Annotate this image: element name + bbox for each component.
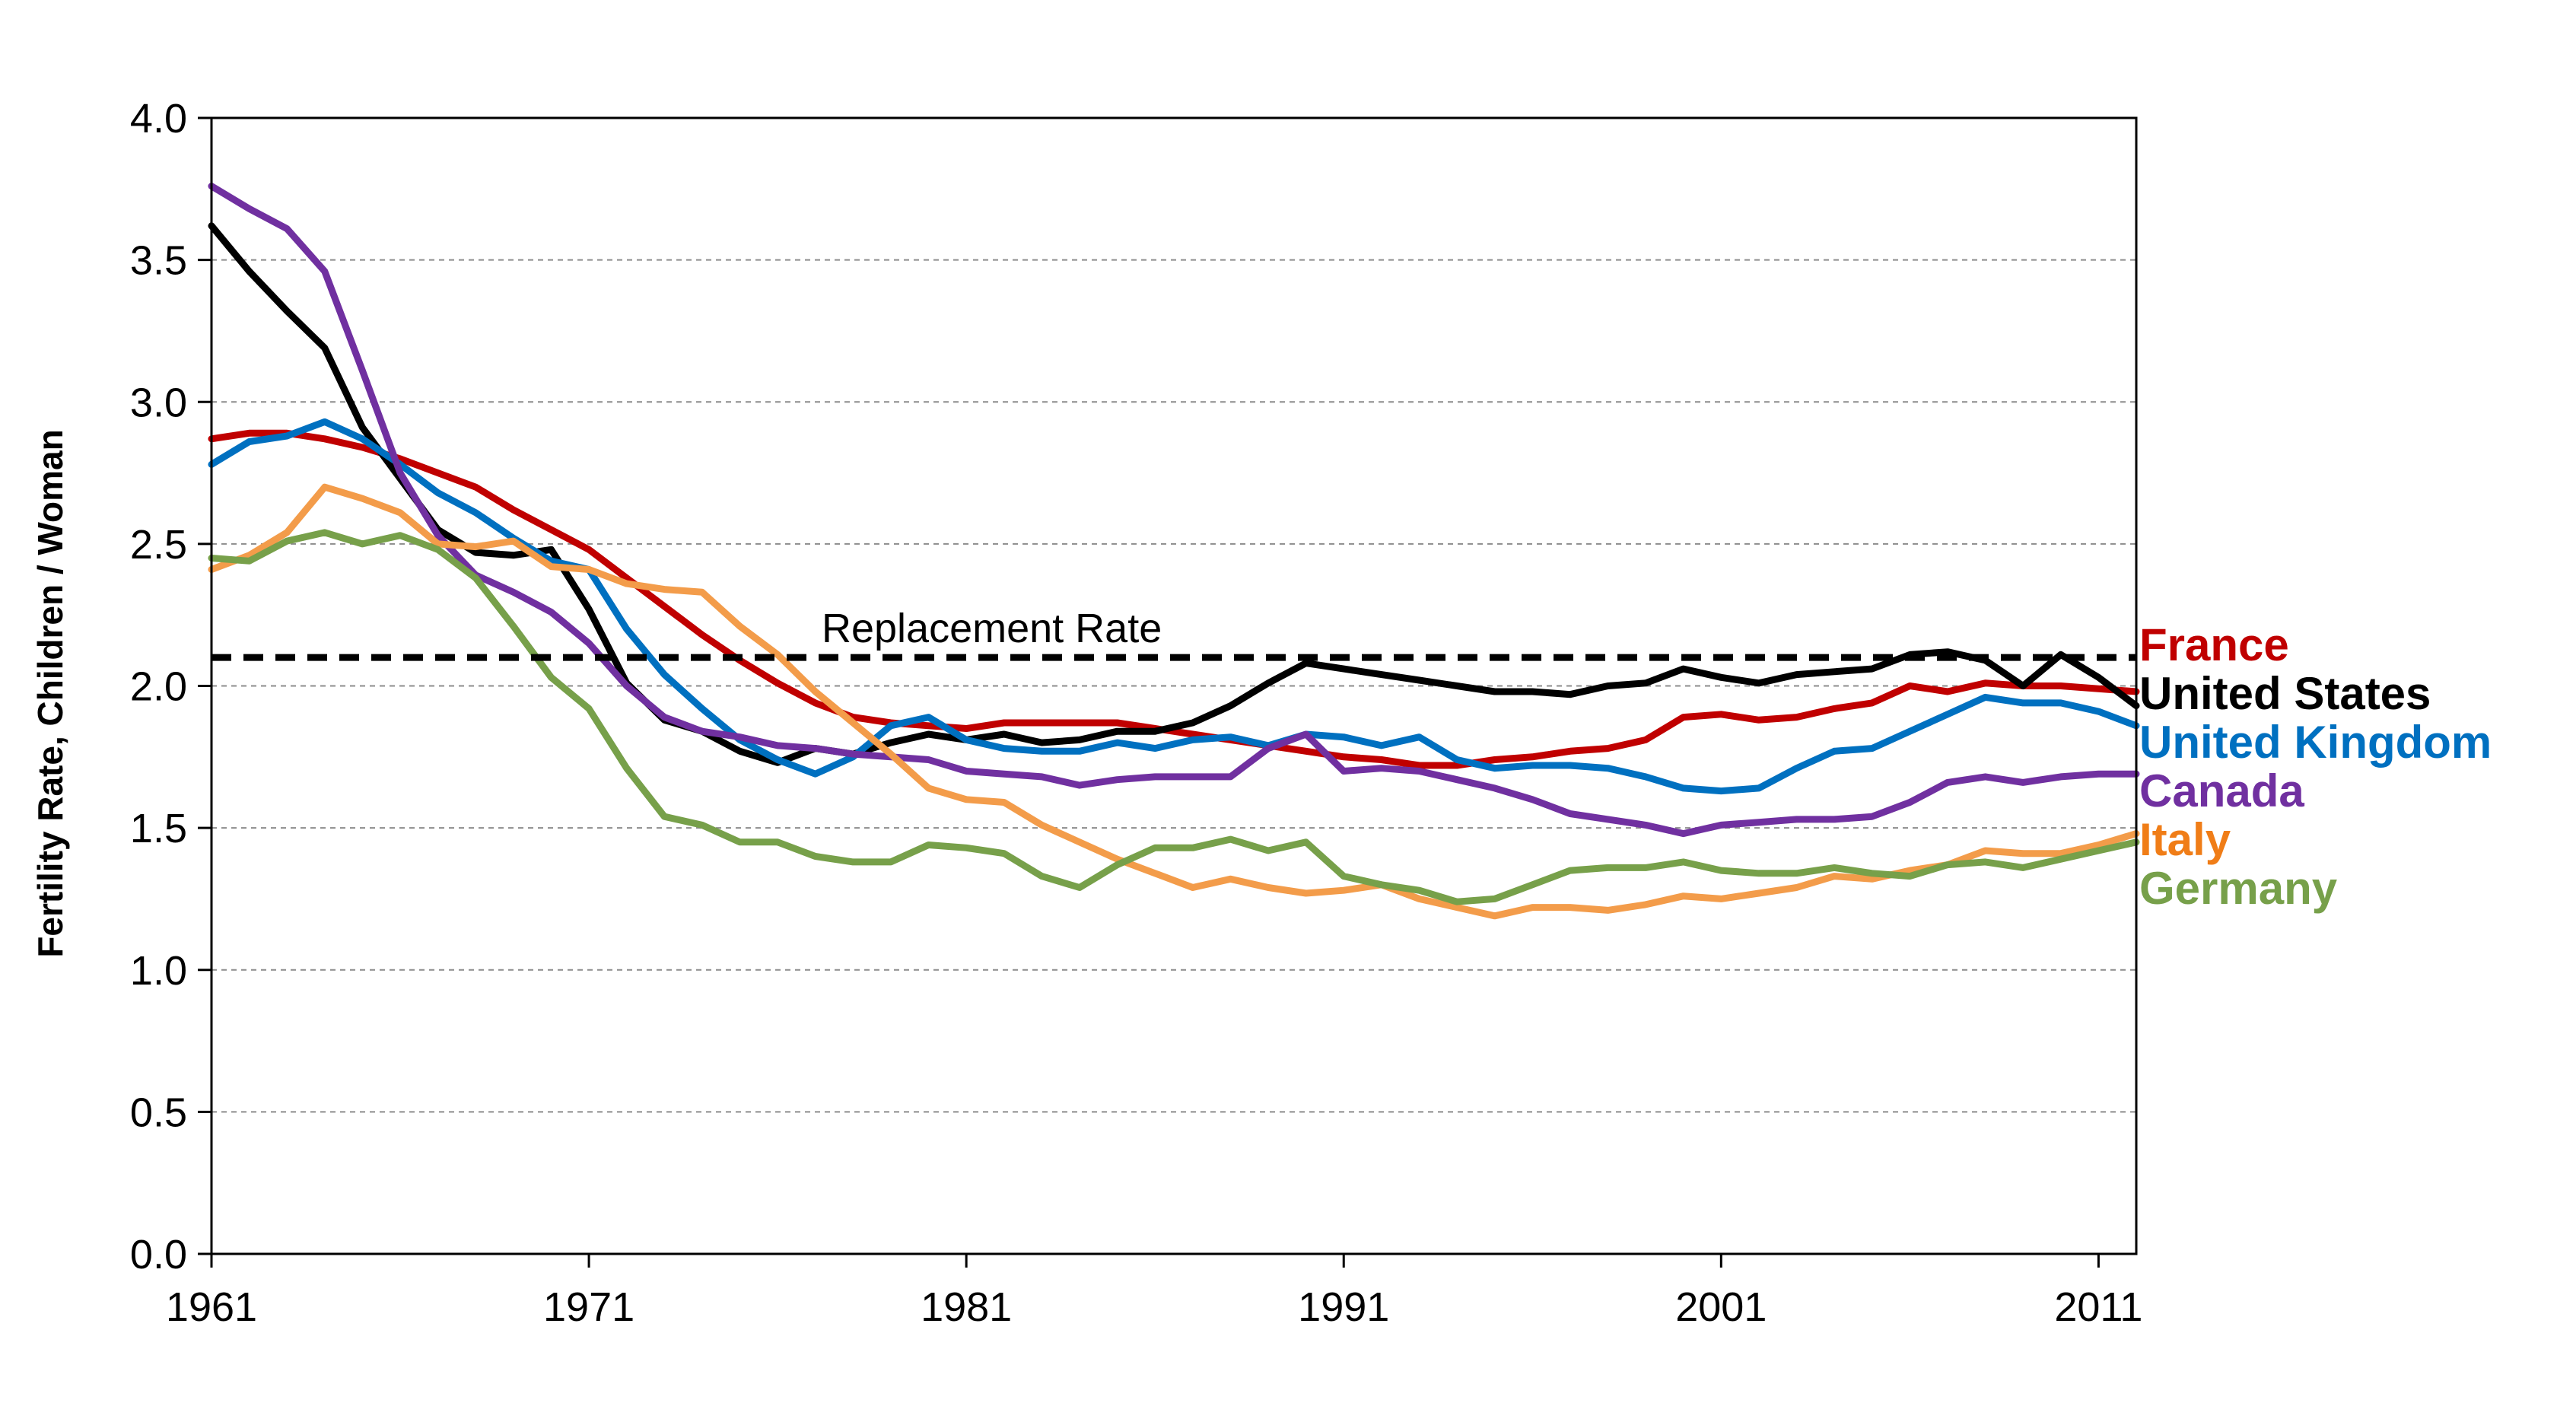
legend-label-germany: Germany [2139, 863, 2338, 914]
series-line-italy [208, 483, 2140, 920]
legend-label-italy: Italy [2139, 814, 2231, 865]
x-tick-label: 1961 [166, 1284, 257, 1330]
x-tick-label: 1971 [543, 1284, 634, 1330]
legend-label-united-states: United States [2139, 668, 2431, 719]
y-tick-label: 1.0 [130, 948, 187, 994]
series-line-canada [208, 183, 2140, 838]
y-tick-label: 0.0 [130, 1232, 187, 1277]
tick-labels: 0.0 0.5 1.0 1.5 2.0 2.5 3.0 3.5 4.0 1961 1971 1981 1… [130, 96, 2143, 1330]
y-tick-label: 3.5 [130, 238, 187, 284]
axes [198, 116, 2138, 1268]
x-tick-label: 2011 [2054, 1284, 2142, 1330]
series-line-united-states [208, 222, 2140, 766]
series-line-germany [208, 529, 2140, 905]
y-axis-label: Fertility Rate, Children / Woman [30, 429, 70, 957]
x-tick-label: 1991 [1298, 1284, 1389, 1330]
legend-label-canada: Canada [2139, 765, 2304, 816]
series-line-united-kingdom [208, 418, 2140, 795]
series-line-france [208, 429, 2140, 769]
series-lines [208, 183, 2140, 920]
y-tick-label: 0.5 [130, 1090, 187, 1135]
y-tick-label: 1.5 [130, 806, 187, 851]
legend-label-united-kingdom: United Kingdom [2139, 717, 2492, 768]
replacement-rate-label: Replacement Rate [822, 606, 1162, 651]
y-tick-label: 4.0 [130, 96, 187, 142]
x-tick-label: 1981 [921, 1284, 1012, 1330]
gridlines [211, 259, 2136, 1113]
y-tick-label: 3.0 [130, 380, 187, 425]
x-tick-label: 2001 [1675, 1284, 1767, 1330]
replacement-rate-line-group: Replacement Rate [211, 606, 2136, 661]
y-tick-label: 2.0 [130, 664, 187, 710]
y-tick-label: 2.5 [130, 522, 187, 568]
legend-label-france: France [2139, 619, 2289, 670]
